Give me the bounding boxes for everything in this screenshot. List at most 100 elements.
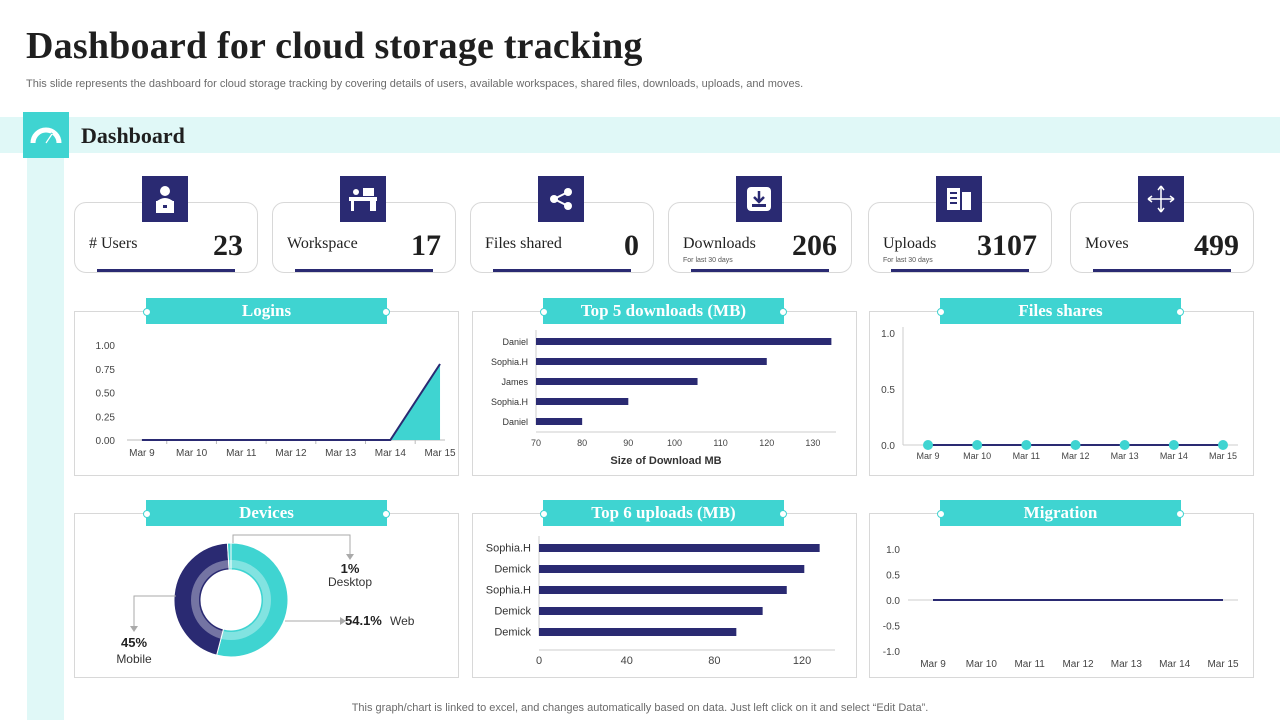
files-shares-chart: 0.0 0.5 1.0 Mar 9 Mar 10 Mar 11 Mar 12 Mar 13 Ma… <box>881 327 1238 461</box>
devices-chart: 54.1% Web 45% Mobile 1%Desktop <box>116 534 415 666</box>
devices-panel-title: Devices <box>143 500 390 526</box>
data-point <box>1168 440 1179 450</box>
category-label: Demick <box>494 606 531 618</box>
top-downloads-chart: Daniel Sophia.H James Sophia.H Daniel 70 80 90 1… <box>491 330 836 467</box>
user-id-icon <box>142 176 188 222</box>
kpi-underline <box>891 269 1029 272</box>
bar <box>539 628 737 636</box>
x-tick-label: Mar 9 <box>920 659 946 670</box>
bar <box>539 586 787 594</box>
x-tick-label: 0 <box>536 655 542 667</box>
section-band <box>0 117 1280 153</box>
x-tick-label: Mar 13 <box>1111 659 1143 670</box>
pie-slice <box>173 542 230 656</box>
kpi-underline <box>97 269 235 272</box>
x-tick-label: 70 <box>531 438 541 448</box>
x-tick-label: Mar 9 <box>916 451 939 461</box>
bar <box>539 607 763 615</box>
page-subtitle: This slide represents the dashboard for … <box>26 78 804 90</box>
web-label: Web <box>390 614 415 628</box>
x-tick-label: Mar 10 <box>176 448 208 459</box>
kpi-value: 206 <box>792 229 837 262</box>
x-tick-label: 80 <box>708 655 720 667</box>
x-tick-label: 100 <box>667 438 682 448</box>
y-tick-label: 0.0 <box>881 441 895 452</box>
x-tick-label: Mar 14 <box>1160 451 1188 461</box>
section-title: Dashboard <box>81 123 185 148</box>
top-uploads-chart: Sophia.H Demick Sophia.H Demick Demick 0 40 80 1… <box>486 536 835 667</box>
x-tick-label: Mar 14 <box>1159 659 1191 670</box>
pie-slice <box>216 542 289 658</box>
y-tick-label: 0.00 <box>96 436 116 447</box>
bar <box>536 338 832 345</box>
y-tick-label: -1.0 <box>883 647 901 658</box>
x-tick-label: 110 <box>713 438 727 448</box>
kpi-note: For last 30 days <box>683 257 733 264</box>
kpi-value: 499 <box>1194 229 1239 262</box>
x-tick-label: Mar 15 <box>1207 659 1239 670</box>
kpi-value: 0 <box>624 229 639 262</box>
move-arrows-icon <box>1138 176 1184 222</box>
x-tick-label: Mar 12 <box>1062 659 1094 670</box>
kpi-label: # Users <box>89 235 138 252</box>
x-tick-label: Mar 15 <box>424 448 456 459</box>
files-shares-panel: 0.0 0.5 1.0 Mar 9 Mar 10 Mar 11 Mar 12 Mar 13 Ma… <box>869 311 1254 476</box>
desk-icon <box>340 176 386 222</box>
y-tick-label: 0.5 <box>881 385 895 396</box>
x-axis-label: Size of Download MB <box>610 455 721 467</box>
x-tick-label: Mar 11 <box>226 448 257 459</box>
pie-slice <box>226 542 232 571</box>
x-tick-label: Mar 14 <box>375 448 407 459</box>
data-point <box>1218 440 1228 450</box>
web-percent: 54.1% <box>345 613 382 628</box>
logins-panel: 0.00 0.25 0.50 0.75 1.00 Mar 9 Mar 10 Mar 11 Mar… <box>74 311 466 476</box>
bar <box>539 544 820 552</box>
callout-arrow <box>340 617 346 625</box>
share-icon <box>538 176 584 222</box>
category-label: Sophia.H <box>491 357 528 367</box>
y-tick-label: -0.5 <box>883 622 901 633</box>
bar <box>536 358 767 365</box>
y-tick-label: 1.0 <box>886 545 900 556</box>
donut-inner-ring <box>191 560 271 640</box>
data-point <box>1119 440 1130 450</box>
x-tick-label: 120 <box>759 438 774 448</box>
migration-panel: -1.0 -0.5 0.0 0.5 1.0 Mar 9 Mar 10 Mar 11 Mar 12… <box>869 513 1254 678</box>
kpi-underline <box>1093 269 1231 272</box>
data-point <box>1070 440 1081 450</box>
logins-line <box>141 363 441 441</box>
kpi-label: Moves <box>1085 235 1129 252</box>
x-tick-label: Mar 13 <box>325 448 357 459</box>
x-tick-label: 40 <box>621 655 633 667</box>
x-tick-label: 130 <box>805 438 820 448</box>
desktop-label: Desktop <box>328 575 372 589</box>
mobile-label: Mobile <box>116 652 152 666</box>
kpi-label: Files shared <box>485 235 562 252</box>
kpi-underline <box>691 269 829 272</box>
migration-chart: -1.0 -0.5 0.0 0.5 1.0 Mar 9 Mar 10 Mar 11 Mar 12… <box>883 545 1239 670</box>
data-point <box>972 440 983 450</box>
x-tick-label: Mar 11 <box>1014 659 1045 670</box>
x-tick-label: Mar 12 <box>1061 451 1089 461</box>
bar <box>536 418 583 425</box>
top-downloads-panel-title: Top 5 downloads (MB) <box>540 298 787 324</box>
logins-chart: 0.00 0.25 0.50 0.75 1.00 Mar 9 Mar 10 Mar 11 Mar… <box>96 341 466 459</box>
bar <box>536 378 698 385</box>
x-tick-label: Mar 13 <box>1111 451 1139 461</box>
files-shares-panel-title: Files shares <box>937 298 1184 324</box>
logins-panel-title: Logins <box>143 298 390 324</box>
kpi-label: Uploads <box>883 235 937 252</box>
category-label: Sophia.H <box>486 585 531 597</box>
category-label: Daniel <box>502 337 528 347</box>
bar <box>539 565 805 573</box>
download-icon <box>736 176 782 222</box>
kpi-note: For last 30 days <box>883 257 933 264</box>
category-label: Sophia.H <box>491 397 528 407</box>
y-tick-label: 1.00 <box>96 341 116 352</box>
category-label: Demick <box>494 564 531 576</box>
callout-line <box>133 595 176 626</box>
data-point <box>923 440 933 450</box>
kpi-underline <box>493 269 631 272</box>
logins-area <box>141 364 441 440</box>
